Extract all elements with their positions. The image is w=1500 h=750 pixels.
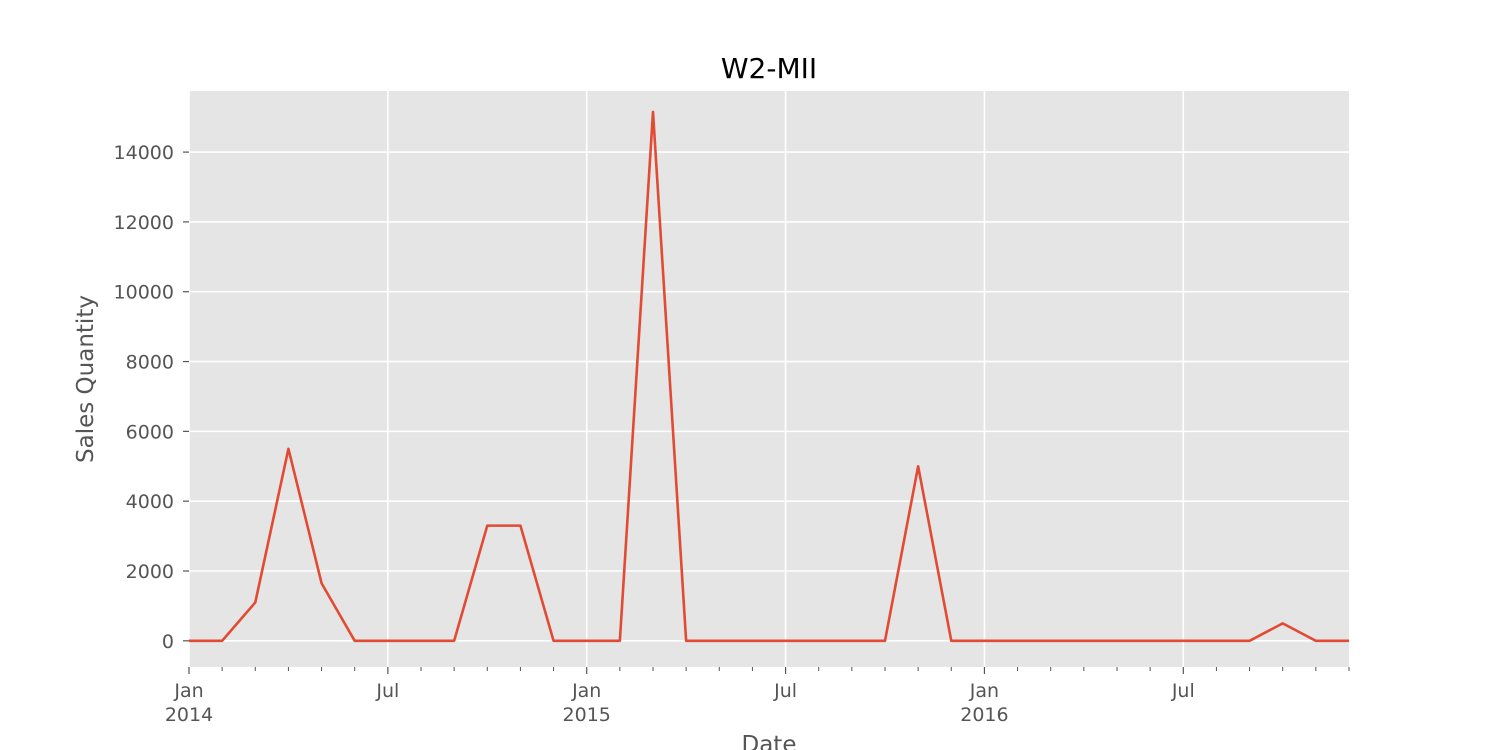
x-tick-label: Jul bbox=[773, 680, 797, 702]
x-tick-year-label: 2014 bbox=[165, 704, 213, 726]
x-tick-year-label: 2016 bbox=[960, 704, 1008, 726]
x-tick-label: Jan bbox=[571, 680, 601, 702]
y-axis-label: Sales Quantity bbox=[73, 295, 99, 463]
y-tick-label: 0 bbox=[162, 631, 174, 653]
y-tick-label: 6000 bbox=[126, 421, 174, 443]
x-tick-label: Jul bbox=[375, 680, 399, 702]
x-tick-year-label: 2015 bbox=[563, 704, 611, 726]
y-tick-label: 2000 bbox=[126, 561, 174, 583]
x-tick-label: Jan bbox=[173, 680, 203, 702]
grid-lines bbox=[188, 91, 1349, 667]
y-axis: 0 2000 4000 6000 8000 10000 12000 14000 bbox=[114, 142, 189, 653]
plot-background bbox=[189, 91, 1349, 667]
chart-title: W2-MII bbox=[721, 52, 817, 85]
x-tick-label: Jan bbox=[969, 680, 999, 702]
x-axis-label: Date bbox=[742, 732, 797, 750]
y-tick-label: 4000 bbox=[126, 491, 174, 513]
y-tick-label: 12000 bbox=[114, 212, 174, 234]
x-tick-label: Jul bbox=[1171, 680, 1195, 702]
series-layer bbox=[189, 110, 1349, 643]
series-line bbox=[189, 110, 1349, 643]
y-tick-label: 10000 bbox=[114, 282, 174, 304]
y-tick-label: 14000 bbox=[114, 142, 174, 164]
y-tick-label: 8000 bbox=[126, 352, 174, 374]
